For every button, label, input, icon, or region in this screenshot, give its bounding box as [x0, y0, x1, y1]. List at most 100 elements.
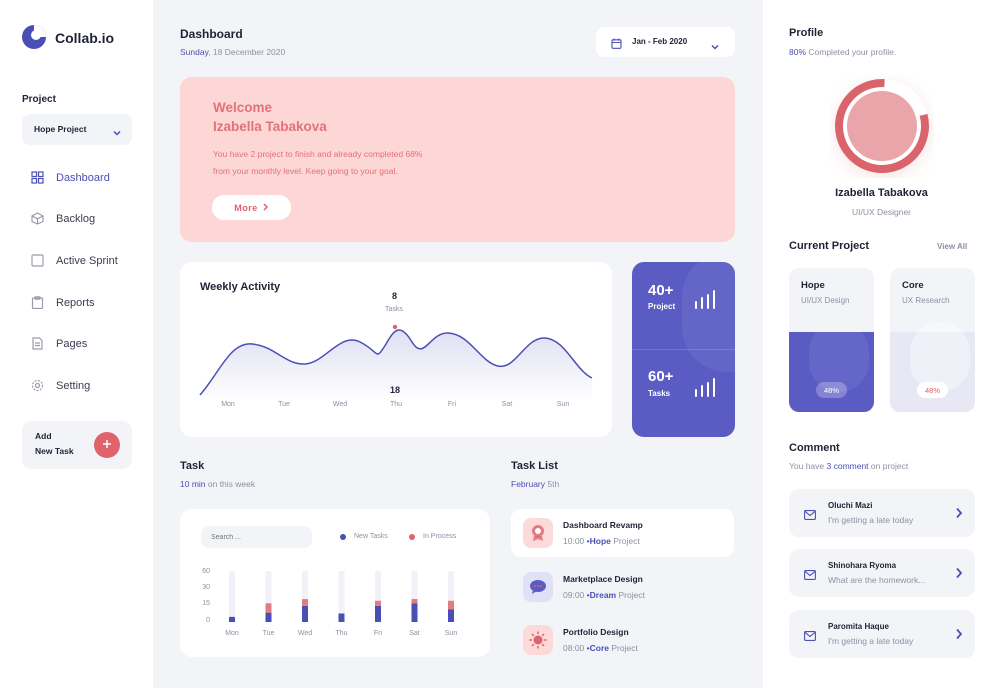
search-input[interactable]: [201, 526, 312, 548]
task-section-subtitle: 10 min on this week: [180, 479, 255, 489]
task-title: Marketplace Design: [563, 574, 643, 584]
x-tick-label: Sat: [409, 630, 420, 637]
task-title: Portfolio Design: [563, 627, 629, 637]
bar-in-process: [411, 599, 418, 604]
more-button[interactable]: More: [212, 195, 291, 220]
sidebar-item-backlog[interactable]: Backlog: [31, 212, 95, 225]
stats-divider: [632, 349, 735, 350]
task-list-month: February: [511, 479, 546, 489]
task-list-item[interactable]: Marketplace Design 09:00 •Dream Project: [511, 563, 734, 611]
page-date: Sunday, 18 December 2020: [180, 47, 285, 57]
cube-icon: [31, 212, 44, 225]
project-card-hope[interactable]: Hope UI/UX Design 48%: [789, 268, 874, 412]
date-day: Sunday: [180, 47, 209, 57]
chevron-down-icon: [711, 38, 719, 56]
activity-line-chart: [199, 324, 593, 402]
sidebar-item-label: Active Sprint: [56, 254, 118, 267]
sidebar-item-dashboard[interactable]: Dashboard: [31, 171, 110, 184]
day-label: Thu: [389, 401, 403, 408]
avatar: [847, 91, 917, 161]
view-all-link[interactable]: View All: [937, 242, 968, 251]
profile-percent: 80%: [789, 47, 807, 57]
gear-icon: [31, 379, 44, 392]
clipboard-icon: [31, 296, 44, 310]
project-card-core[interactable]: Core UX Research 48%: [890, 268, 975, 412]
task-title: Dashboard Revamp: [563, 520, 643, 530]
mail-icon: [804, 507, 816, 525]
task-list-item[interactable]: Dashboard Revamp 10:00 •Hope Project: [511, 509, 734, 557]
add-task-button[interactable]: [94, 432, 120, 458]
comment-count: 3 comment: [826, 461, 869, 471]
y-tick-label: 0: [206, 617, 210, 624]
current-project-title: Current Project: [789, 240, 870, 252]
legend-in-process: In Process: [423, 533, 457, 540]
comment-item[interactable]: Shinohara Ryoma What are the homework...: [789, 549, 975, 597]
task-meta: 09:00 •Dream Project: [563, 590, 645, 600]
document-icon: [31, 337, 44, 350]
badge-icon: [523, 518, 553, 548]
profile-role: UI/UX Designer: [851, 207, 912, 217]
task-project: Hope: [589, 536, 611, 546]
project-card-footer: 48%: [890, 322, 975, 412]
app-name: Collab.io: [55, 30, 115, 46]
stat-tasks-label: Tasks: [648, 389, 671, 398]
task-project-suffix: Project: [616, 590, 645, 600]
bar-new-tasks: [302, 605, 308, 622]
day-label: Mon: [221, 401, 235, 408]
weekly-activity-card: Weekly Activity 8 Tasks 18 Mon Tue Wed T…: [180, 262, 612, 437]
task-list-title: Task List: [511, 460, 558, 472]
logo-icon: [22, 25, 46, 49]
sidebar-item-pages[interactable]: Pages: [31, 337, 87, 350]
x-tick-label: Tue: [263, 630, 275, 637]
stat-projects-value: 40+: [648, 282, 674, 299]
comment-message: I'm getting a late today: [828, 515, 914, 525]
activity-line: [199, 329, 593, 396]
welcome-name: Izabella Tabakova: [213, 119, 327, 134]
date-rest: , 18 December 2020: [208, 47, 286, 57]
comment-title: Comment: [789, 442, 840, 454]
project-select[interactable]: Hope Project: [22, 114, 132, 145]
task-time-rest: on this week: [205, 479, 256, 489]
date-range-picker[interactable]: Jan - Feb 2020: [596, 27, 735, 57]
project-select-value: Hope Project: [34, 124, 87, 134]
stats-decoration: [682, 262, 735, 372]
square-icon: [31, 254, 44, 267]
x-tick-label: Thu: [335, 630, 347, 637]
comment-message: What are the homework...: [828, 575, 926, 585]
profile-progress-ring: [835, 79, 929, 173]
peak-value: 8: [392, 291, 398, 301]
task-project-dot: •: [586, 590, 590, 600]
sidebar-item-label: Pages: [56, 337, 88, 350]
chevron-down-icon: [113, 124, 121, 142]
project-name: Hope: [801, 280, 825, 291]
chat-bubble-icon: [523, 572, 553, 602]
comment-item[interactable]: Oluchi Mazi I'm getting a late today: [789, 489, 975, 537]
sidebar-item-setting[interactable]: Setting: [31, 379, 90, 392]
project-card-decoration: [809, 322, 869, 392]
sidebar-item-active-sprint[interactable]: Active Sprint: [31, 254, 118, 267]
task-meta: 08:00 •Core Project: [563, 643, 638, 653]
activity-area: [200, 329, 592, 402]
sidebar-item-reports[interactable]: Reports: [31, 296, 95, 310]
profile-percent-rest: Completed your profile.: [806, 47, 897, 57]
bar-new-tasks: [411, 603, 418, 622]
bar-new-tasks: [448, 609, 454, 622]
sidebar-item-label: Reports: [56, 296, 95, 309]
bar-in-process: [302, 599, 308, 606]
mail-icon: [804, 628, 816, 646]
comment-author: Oluchi Mazi: [828, 501, 873, 510]
task-section-title: Task: [180, 460, 205, 472]
comment-item[interactable]: Paromita Haque I'm getting a late today: [789, 610, 975, 658]
main-content: Dashboard Sunday, 18 December 2020 Jan -…: [153, 0, 763, 688]
grid-icon: [31, 171, 44, 184]
task-list-item[interactable]: Portfolio Design 08:00 •Core Project: [511, 616, 734, 664]
project-category: UI/UX Design: [801, 296, 850, 305]
bar-new-tasks: [338, 613, 345, 622]
day-label: Wed: [332, 401, 348, 408]
add-task-card[interactable]: Add New Task: [22, 421, 132, 469]
chevron-right-icon: [955, 506, 963, 524]
weekly-activity-title: Weekly Activity: [200, 281, 281, 293]
project-progress-badge: 48%: [917, 382, 948, 398]
comment-subtitle: You have 3 comment on project: [789, 461, 908, 471]
add-task-label-2: New Task: [35, 446, 74, 456]
